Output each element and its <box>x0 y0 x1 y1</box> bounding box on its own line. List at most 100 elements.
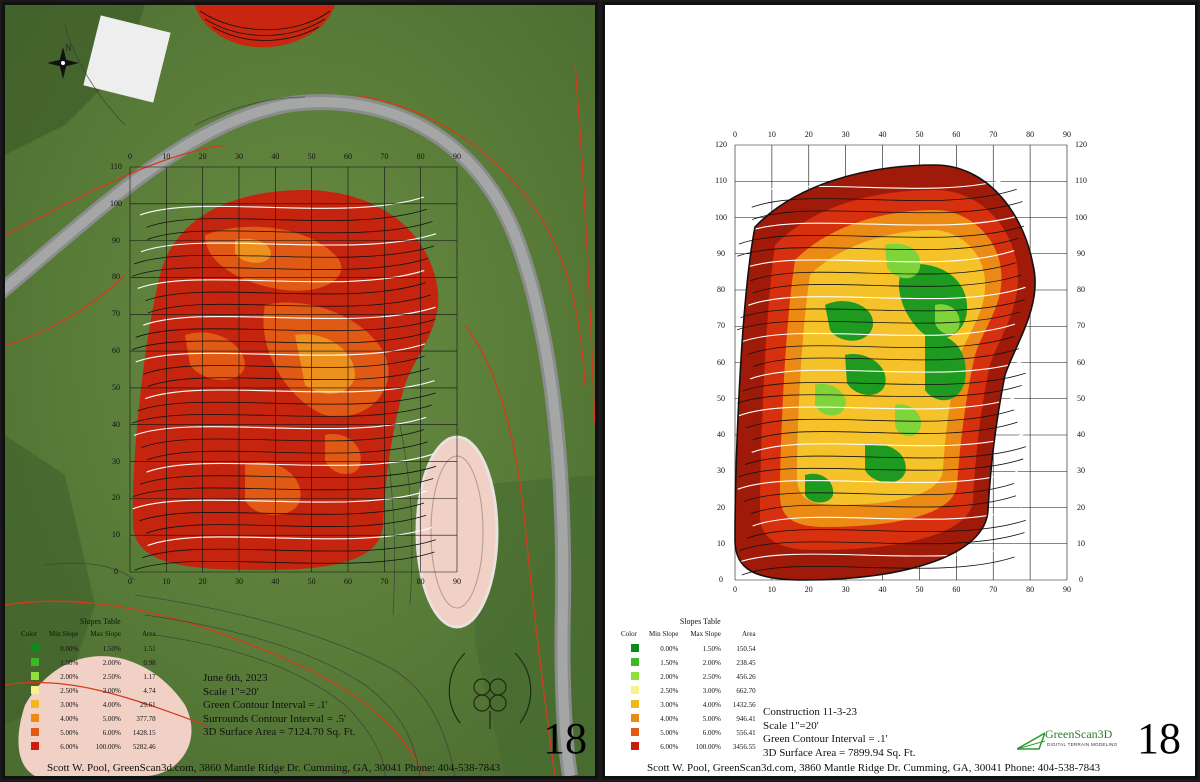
slope-color-swatch <box>30 742 39 750</box>
brand-tagline: DIGITAL TERRAIN MODELING <box>1047 742 1118 747</box>
slope-min: 4.00% <box>60 715 79 723</box>
slope-max: 4.00% <box>702 701 721 709</box>
x-axis-label: 30 <box>841 130 850 139</box>
header-min-slope: Min Slope <box>648 630 679 638</box>
x-axis-label: 60 <box>952 585 961 594</box>
x-axis-label: 60 <box>952 130 961 139</box>
slope-max: 2.00% <box>102 659 121 667</box>
slope-color-swatch <box>30 728 39 736</box>
y-axis-label: 120 <box>715 140 727 149</box>
slope-row: 2.00% 2.50% 456.26 <box>615 670 762 684</box>
x-axis-label: 0 <box>733 130 737 139</box>
x-axis-label: 70 <box>989 130 998 139</box>
x-axis-label: 10 <box>767 130 776 139</box>
info-date: June 6th, 2023 <box>203 672 268 684</box>
slope-color-swatch <box>630 700 639 708</box>
slope-min: 5.00% <box>60 729 79 737</box>
y-axis-label: 100 <box>715 212 727 222</box>
slope-area: 1.17 <box>143 673 156 681</box>
slope-row: 0.00% 1.50% 150.54 <box>615 642 762 656</box>
x-axis-label: 90 <box>1063 585 1071 594</box>
slope-max: 6.00% <box>702 729 721 737</box>
x-axis-label: 80 <box>416 577 425 586</box>
y-axis-label: 50 <box>1077 393 1085 403</box>
plot-info: Construction 11-3-23 Scale 1"=20' Green … <box>763 706 916 760</box>
x-axis-label: 90 <box>453 152 461 161</box>
y-axis-label: 80 <box>717 285 725 294</box>
x-axis-label: 80 <box>1026 130 1035 139</box>
y-axis-label: 60 <box>112 346 120 356</box>
brand-mark-icon <box>1017 732 1045 750</box>
slope-min: 6.00% <box>660 743 679 751</box>
slope-color <box>15 740 43 754</box>
slope-row: 3.00% 4.00% 29.61 <box>15 698 162 712</box>
slope-area: 238.45 <box>736 659 756 667</box>
y-axis-label: 90 <box>112 235 120 245</box>
info-scale: Scale 1"=20' <box>203 685 259 698</box>
slope-row: 2.50% 3.00% 662.70 <box>615 684 762 698</box>
header-min-slope: Min Slope <box>48 630 79 638</box>
slope-max: 2.50% <box>102 673 121 681</box>
x-axis-label: 20 <box>198 577 207 586</box>
slope-color <box>615 726 643 740</box>
x-axis-label: 0 <box>733 585 737 594</box>
y-axis-label: 100 <box>110 198 122 208</box>
club-crest-icon <box>448 652 532 729</box>
y-axis-label: 60 <box>717 357 725 367</box>
slope-color-swatch <box>30 714 39 722</box>
y-axis-label: 40 <box>112 419 120 429</box>
slope-min: 0.00% <box>660 645 679 653</box>
slope-row: 4.00% 5.00% 946.41 <box>615 712 762 726</box>
slope-max: 6.00% <box>102 729 121 737</box>
aerial-map-graphic <box>5 5 595 776</box>
info-surface-area: 3D Surface Area = 7899.94 Sq. Ft. <box>763 746 916 759</box>
x-axis-label: 50 <box>307 577 316 586</box>
slope-color-swatch <box>30 658 39 666</box>
slopes-table-title: Slopes Table <box>679 617 721 626</box>
slope-max: 1.50% <box>702 645 721 653</box>
slope-min: 2.50% <box>660 687 679 695</box>
y-axis-label: 30 <box>717 466 725 476</box>
slopes-table: Slopes Table Color Min Slope Max Slope A… <box>15 617 162 754</box>
y-axis-label: 10 <box>112 530 120 540</box>
x-axis-label: 70 <box>989 585 998 594</box>
slope-min: 4.00% <box>660 715 679 723</box>
header-color: Color <box>21 630 37 638</box>
slope-plot-graphic <box>734 144 1068 581</box>
slope-max: 5.00% <box>102 715 121 723</box>
y-axis-label: 20 <box>717 502 725 512</box>
slope-row: 2.00% 2.50% 1.17 <box>15 670 162 684</box>
y-axis-label: 20 <box>112 493 120 503</box>
y-axis-label: 40 <box>1077 430 1085 439</box>
y-axis-label: 120 <box>1075 140 1087 149</box>
slope-color-swatch <box>30 700 39 708</box>
slope-area: 150.54 <box>736 645 756 653</box>
slope-color <box>615 684 643 698</box>
slope-max: 2.00% <box>702 659 721 667</box>
y-axis-label: 90 <box>717 248 725 258</box>
slope-row: 1.50% 2.00% 238.45 <box>615 656 762 670</box>
slope-area: 0.98 <box>143 659 156 667</box>
y-axis-label: 0 <box>1079 575 1083 584</box>
slope-area: 5282.46 <box>132 743 156 751</box>
y-axis-label: 110 <box>715 176 727 186</box>
slope-area: 556.41 <box>736 729 756 737</box>
x-axis-label: 20 <box>804 130 813 139</box>
slope-max: 100.00% <box>695 743 721 751</box>
header-color: Color <box>621 630 637 638</box>
y-axis-label: 80 <box>1077 285 1085 294</box>
info-surface-area: 3D Surface Area = 7124.70 Sq. Ft. <box>203 726 356 738</box>
slope-row: 0.00% 1.50% 1.51 <box>15 642 162 656</box>
slope-row: 6.00% 100.00% 5282.46 <box>15 740 162 754</box>
footer-credit: Scott W. Pool, GreenScan3d.com, 3860 Man… <box>47 762 501 774</box>
slope-max: 5.00% <box>702 715 721 723</box>
slope-color-swatch <box>630 742 639 750</box>
x-axis-label: 20 <box>198 152 207 161</box>
slope-color-swatch <box>630 728 639 736</box>
slope-area: 662.70 <box>736 687 756 695</box>
slope-color <box>15 642 43 656</box>
x-axis-label: 80 <box>1026 585 1035 594</box>
info-green-contour: Green Contour Interval = .1' <box>203 699 328 711</box>
slope-color-swatch <box>630 714 639 722</box>
slope-color-swatch <box>30 686 39 694</box>
